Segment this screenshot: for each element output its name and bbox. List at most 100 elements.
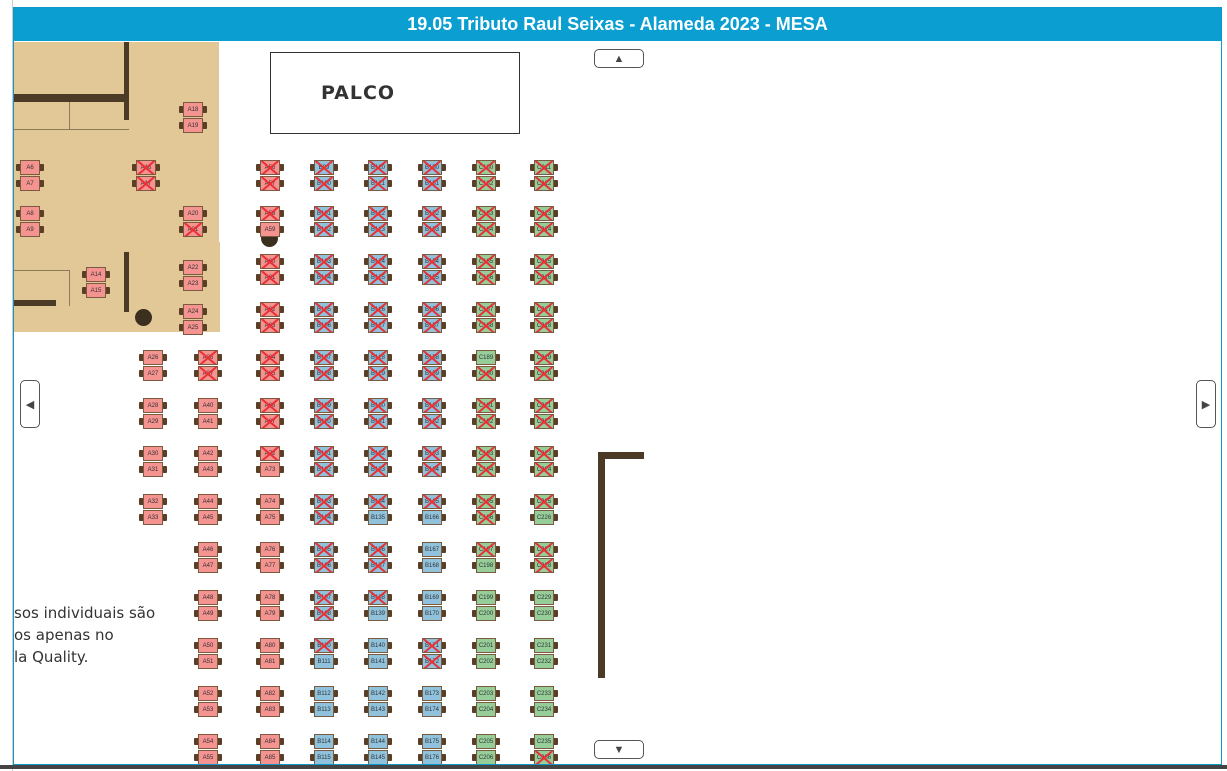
table-c235-c236[interactable]: C235 C236 [530,734,558,764]
table-b154-b155[interactable]: B154 B155 [418,254,446,286]
table-b175-b176[interactable]: B175 B176 [418,734,446,764]
table-a30-a31[interactable]: A30 A31 [139,446,167,478]
table-a50-a51[interactable]: A50 A51 [194,638,222,670]
table-a62-a63[interactable]: A62 A63 [256,302,284,334]
table-b144-b145[interactable]: B144 B145 [364,734,392,764]
table-seat[interactable]: A59 [260,222,280,237]
table-b171-b172[interactable]: B171 B172 [418,638,446,670]
table-seat[interactable]: C202 [476,654,496,669]
table-seat[interactable]: B166 [422,510,442,525]
table-seat[interactable]: A43 [198,462,218,477]
table-b158-b159[interactable]: B158 B159 [418,350,446,382]
table-seat[interactable]: B142 [368,686,388,701]
table-seat[interactable]: A40 [198,398,218,413]
table-seat[interactable]: A76 [260,542,280,557]
table-seat[interactable]: A14 [86,267,106,282]
table-b110-b111[interactable]: B110 B111 [310,638,338,670]
table-a26-a27[interactable]: A26 A27 [139,350,167,382]
table-b126-b127[interactable]: B126 B127 [364,302,392,334]
table-seat[interactable]: B139 [368,606,388,621]
table-seat[interactable]: A52 [198,686,218,701]
table-a32-a33[interactable]: A32 A33 [139,494,167,526]
table-b138-b139[interactable]: B138 B139 [364,590,392,622]
table-b140-b141[interactable]: B140 B141 [364,638,392,670]
table-seat[interactable]: A28 [143,398,163,413]
table-seat[interactable]: C233 [534,686,554,701]
table-seat[interactable]: A24 [183,304,203,319]
table-seat[interactable]: C199 [476,590,496,605]
table-b160-b162[interactable]: B160 B162 [418,398,446,430]
table-b156-b157[interactable]: B156 B157 [418,302,446,334]
table-c211-c212[interactable]: C211 C212 [530,160,558,192]
table-b105-b106[interactable]: B105 B106 [310,542,338,574]
table-b167-b168[interactable]: B167 B168 [418,542,446,574]
table-seat[interactable]: B144 [368,734,388,749]
table-seat[interactable]: A15 [86,283,106,298]
table-seat[interactable]: C189 [476,350,496,365]
table-seat[interactable]: A49 [198,606,218,621]
table-seat[interactable]: B174 [422,702,442,717]
table-seat[interactable]: A53 [198,702,218,717]
table-c197-c198[interactable]: C197 C198 [472,542,500,574]
table-seat[interactable]: A30 [143,446,163,461]
table-seat[interactable]: B135 [368,510,388,525]
table-seat[interactable]: C231 [534,638,554,653]
table-b105-b106[interactable]: B105 B106 [310,302,338,334]
table-seat[interactable]: A7 [20,176,40,191]
table-seat[interactable]: C230 [534,606,554,621]
table-seat[interactable]: A84 [260,734,280,749]
table-c221-c222[interactable]: C221 C222 [530,398,558,430]
table-seat[interactable]: A55 [198,750,218,764]
table-seat[interactable]: A50 [198,638,218,653]
table-seat[interactable]: A79 [260,606,280,621]
table-b128-b129[interactable]: B128 B129 [364,350,392,382]
table-b173-b174[interactable]: B173 B174 [418,686,446,718]
table-c187-c188[interactable]: C187 C188 [472,302,500,334]
table-a78-a79[interactable]: A78 A79 [256,590,284,622]
table-a6-a7[interactable]: A6 A7 [16,160,44,192]
table-c183-c184[interactable]: C183 C184 [472,206,500,238]
table-seat[interactable]: A25 [183,320,203,335]
table-seat[interactable]: C234 [534,702,554,717]
table-a22-a23[interactable]: A22 A23 [179,260,207,292]
table-seat[interactable]: C198 [476,558,496,573]
table-seat[interactable]: A48 [198,590,218,605]
table-seat[interactable]: B176 [422,750,442,764]
table-c199-c200[interactable]: C199 C200 [472,590,500,622]
table-c229-c230[interactable]: C229 C230 [530,590,558,622]
table-seat[interactable]: C229 [534,590,554,605]
table-seat[interactable]: A26 [143,350,163,365]
table-a82-a83[interactable]: A82 A83 [256,686,284,718]
table-seat[interactable]: A27 [143,366,163,381]
table-seat[interactable]: B168 [422,558,442,573]
table-c225-c226[interactable]: C225 C226 [530,494,558,526]
table-b163-b164[interactable]: B163 B164 [418,446,446,478]
table-b120-b121[interactable]: B120 B121 [364,160,392,192]
scroll-up-button[interactable]: ▲ [594,49,644,68]
table-seat[interactable]: A23 [183,276,203,291]
table-a28-a29[interactable]: A28 A29 [139,398,167,430]
table-a52-a53[interactable]: A52 A53 [194,686,222,718]
table-seat[interactable]: A29 [143,414,163,429]
table-seat[interactable]: C226 [534,510,554,525]
table-seat[interactable]: C201 [476,638,496,653]
table-c180-c182[interactable]: C180 C182 [472,160,500,192]
table-seat[interactable]: C232 [534,654,554,669]
table-seat[interactable]: B175 [422,734,442,749]
table-seat[interactable]: A33 [143,510,163,525]
table-a72-a73[interactable]: A72 A73 [256,446,284,478]
table-seat[interactable]: B111 [314,654,334,669]
table-a54-a55[interactable]: A54 A55 [194,734,222,764]
table-seat[interactable]: B169 [422,590,442,605]
table-a58-a59[interactable]: A58 A59 [256,206,284,238]
scroll-right-button[interactable]: ▶ [1196,380,1216,428]
table-seat[interactable]: A83 [260,702,280,717]
table-b134-b135[interactable]: B134 B135 [364,494,392,526]
table-c193-c194[interactable]: C193 C194 [472,446,500,478]
table-seat[interactable]: A18 [183,102,203,117]
table-c213-c214[interactable]: C213 C214 [530,206,558,238]
table-c219-c220[interactable]: C219 C220 [530,350,558,382]
table-seat[interactable]: A46 [198,542,218,557]
table-a48-a49[interactable]: A48 A49 [194,590,222,622]
table-seat[interactable]: A22 [183,260,203,275]
